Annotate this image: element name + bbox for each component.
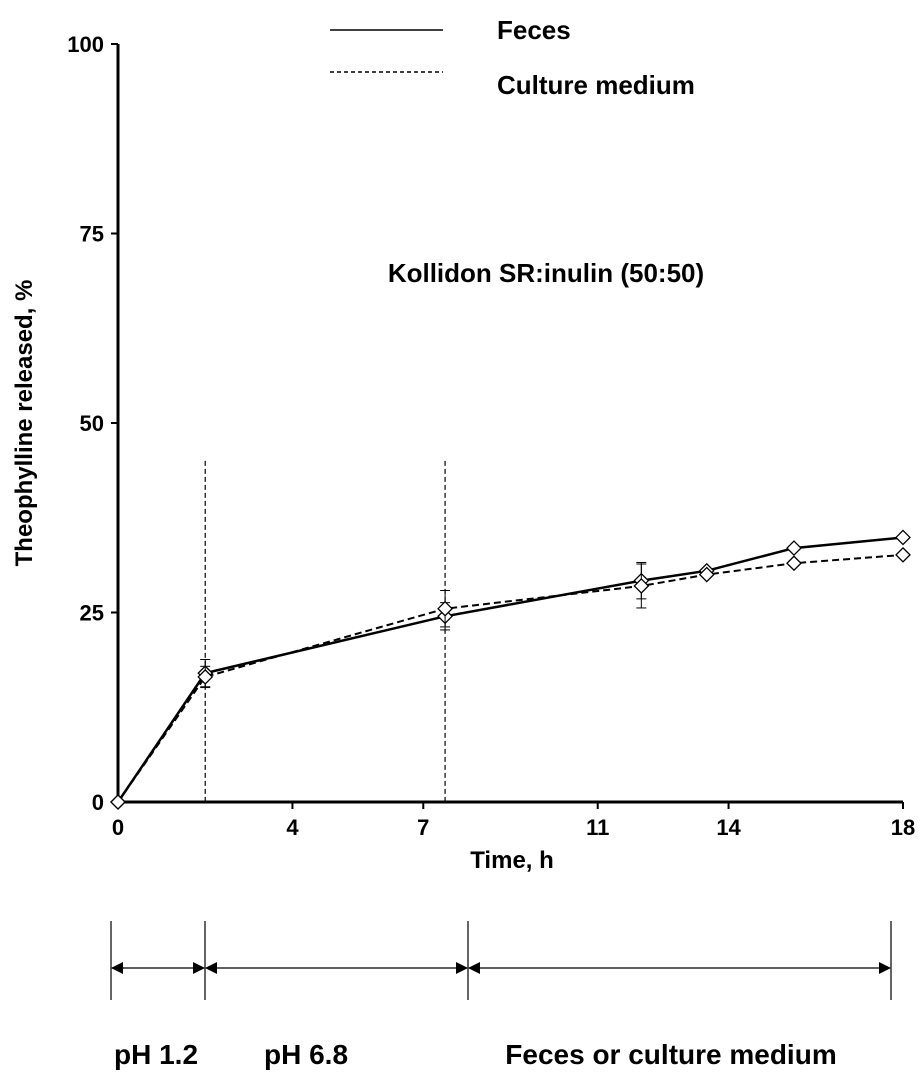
y-tick-label: 25 [80, 601, 104, 626]
phase-markers [204, 460, 446, 802]
y-ticks: 0 25 50 75 100 [67, 32, 118, 815]
series-line-feces [116, 536, 904, 803]
data-point-feces [786, 540, 802, 556]
x-tick-label: 14 [716, 815, 741, 840]
x-axis-title: Time, h [470, 847, 554, 874]
y-axis-title: Theophylline released, % [11, 280, 38, 567]
series-culture-medium [110, 546, 911, 810]
x-tick-label: 4 [286, 815, 299, 840]
y-tick-label: 0 [92, 790, 104, 815]
data-point-culture-medium [698, 566, 715, 583]
phase-timeline: pH 1.2 pH 6.8 Feces or culture medium [110, 921, 892, 1070]
data-point-culture-medium [633, 578, 650, 594]
series-line-culture-medium [117, 553, 904, 803]
y-tick-label: 50 [80, 411, 104, 436]
phase-label-ph-1-2: pH 1.2 [114, 1039, 198, 1070]
y-tick-label: 75 [80, 222, 104, 247]
phase-label-ph-6-8: pH 6.8 [264, 1039, 348, 1070]
x-tick-label: 11 [586, 815, 609, 840]
phase-label-feces-or-culture: Feces or culture medium [505, 1039, 836, 1070]
legend-label-culture-medium: Culture medium [497, 70, 695, 100]
data-point-feces [895, 529, 911, 546]
legend: Feces Culture medium [330, 15, 695, 100]
data-point-culture-medium [197, 669, 214, 685]
data-point-culture-medium [895, 546, 911, 563]
data-point-culture-medium [437, 600, 454, 617]
series-layer [110, 529, 911, 810]
x-tick-label: 7 [417, 815, 429, 840]
data-point-culture-medium [786, 555, 802, 572]
data-point-culture-medium [110, 794, 126, 810]
legend-label-feces: Feces [497, 15, 571, 45]
x-tick-label: 0 [112, 815, 124, 840]
formulation-annotation: Kollidon SR:inulin (50:50) [388, 258, 704, 288]
y-tick-label: 100 [67, 32, 104, 57]
x-tick-label: 18 [891, 815, 915, 840]
x-ticks: 0 4 7 11 14 18 [112, 802, 915, 840]
